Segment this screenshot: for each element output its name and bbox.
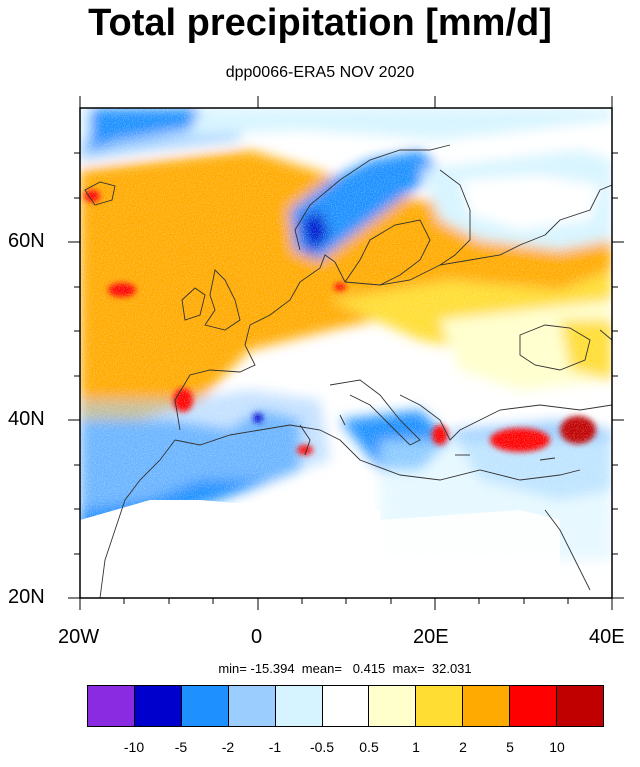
colorbar-tick-label: -2 xyxy=(221,739,235,755)
colorbar-tick-label: -0.5 xyxy=(309,739,335,755)
lon-label-0: 0 xyxy=(251,626,263,648)
lat-ticks xyxy=(68,152,624,599)
colorbar-box-8 xyxy=(463,686,511,726)
colorbar-box-5 xyxy=(322,686,370,726)
lat-label-60n: 60N xyxy=(8,230,45,252)
colorbar-tick-label: 5 xyxy=(506,739,514,755)
precip-field xyxy=(80,108,612,598)
colorbar-box-0 xyxy=(88,686,135,726)
colorbar-box-2 xyxy=(181,686,229,726)
colorbar-tick-label: 10 xyxy=(549,739,565,755)
colorbar-box-9 xyxy=(510,686,558,726)
colorbar-box-6 xyxy=(369,686,417,726)
colorbar xyxy=(87,685,604,727)
colorbar-tick-label: 0.5 xyxy=(359,739,379,755)
colorbar-tick-label: -1 xyxy=(268,739,282,755)
colorbar-tick-label: 2 xyxy=(459,739,467,755)
colorbar-tick-label: 1 xyxy=(412,739,420,755)
colorbar-box-4 xyxy=(275,686,323,726)
colorbar-box-1 xyxy=(134,686,182,726)
plot-subtitle: dpp0066-ERA5 NOV 2020 xyxy=(225,64,415,81)
plot-title: Total precipitation [mm/d] xyxy=(88,2,552,44)
lon-label-40e: 40E xyxy=(589,626,625,648)
lat-label-40n: 40N xyxy=(8,408,45,430)
colorbar-tick-label: -10 xyxy=(123,739,145,755)
coastlines xyxy=(84,144,612,598)
colorbar-box-7 xyxy=(416,686,464,726)
colorbar-tick-label: -5 xyxy=(174,739,188,755)
lon-label-20e: 20E xyxy=(413,626,449,648)
lon-label-20w: 20W xyxy=(58,626,100,648)
colorbar-box-10 xyxy=(557,686,603,726)
colorbar-box-3 xyxy=(228,686,276,726)
lon-ticks xyxy=(79,96,613,610)
stats-line: min= -15.394 mean= 0.415 max= 32.031 xyxy=(218,661,472,676)
lat-label-20n: 20N xyxy=(8,586,45,608)
